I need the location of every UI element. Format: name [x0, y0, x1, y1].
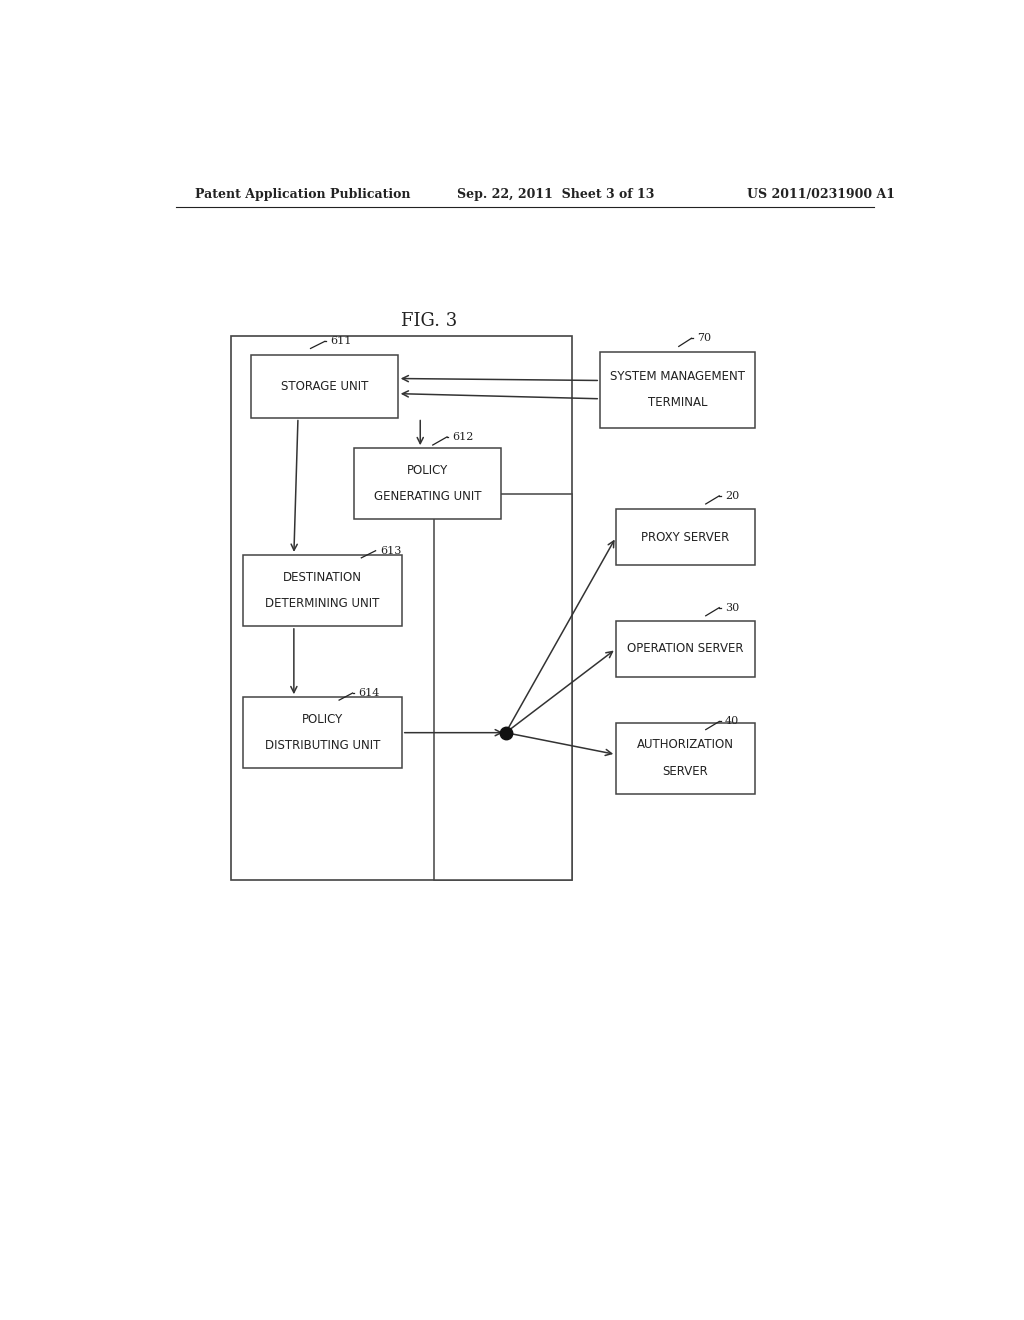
FancyBboxPatch shape	[354, 447, 501, 519]
Text: 20: 20	[725, 491, 739, 500]
Text: SYSTEM MANAGEMENT: SYSTEM MANAGEMENT	[610, 370, 745, 383]
Text: 613: 613	[380, 545, 401, 556]
Text: Sep. 22, 2011  Sheet 3 of 13: Sep. 22, 2011 Sheet 3 of 13	[458, 189, 654, 202]
Text: 40: 40	[725, 717, 739, 726]
Text: SERVER: SERVER	[663, 764, 709, 777]
Text: DISTRIBUTING UNIT: DISTRIBUTING UNIT	[265, 739, 380, 752]
Text: 30: 30	[725, 603, 739, 612]
Text: DESTINATION: DESTINATION	[283, 570, 361, 583]
Text: US 2011/0231900 A1: US 2011/0231900 A1	[748, 189, 895, 202]
Text: 70: 70	[697, 334, 711, 343]
Text: FIG. 3: FIG. 3	[401, 312, 458, 330]
FancyBboxPatch shape	[231, 337, 572, 880]
FancyBboxPatch shape	[251, 355, 397, 417]
Text: DETERMINING UNIT: DETERMINING UNIT	[265, 597, 380, 610]
Text: OPERATION SERVER: OPERATION SERVER	[628, 643, 743, 655]
Text: 614: 614	[358, 688, 380, 698]
Text: POLICY: POLICY	[302, 713, 343, 726]
Text: 611: 611	[331, 337, 351, 346]
FancyBboxPatch shape	[616, 722, 755, 793]
Text: PROXY SERVER: PROXY SERVER	[641, 531, 730, 544]
Text: POLICY: POLICY	[407, 463, 449, 477]
Text: STORAGE UNIT: STORAGE UNIT	[281, 380, 368, 392]
Text: 612: 612	[452, 432, 473, 442]
Text: Patent Application Publication: Patent Application Publication	[196, 189, 411, 202]
Text: AUTHORIZATION: AUTHORIZATION	[637, 738, 734, 751]
FancyBboxPatch shape	[616, 510, 755, 565]
FancyBboxPatch shape	[616, 620, 755, 677]
FancyBboxPatch shape	[243, 697, 401, 768]
Text: GENERATING UNIT: GENERATING UNIT	[374, 490, 481, 503]
FancyBboxPatch shape	[433, 494, 572, 880]
FancyBboxPatch shape	[600, 351, 755, 428]
FancyBboxPatch shape	[243, 554, 401, 626]
Text: TERMINAL: TERMINAL	[648, 396, 708, 409]
